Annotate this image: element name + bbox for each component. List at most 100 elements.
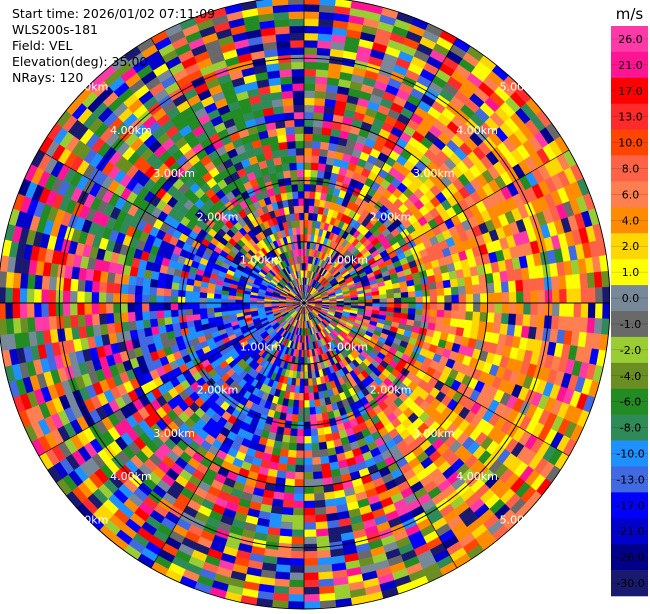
velocity-gate [317, 162, 327, 172]
velocity-gate [530, 302, 539, 316]
velocity-gate [303, 190, 311, 199]
velocity-gate [303, 11, 320, 20]
velocity-gate [113, 282, 122, 294]
velocity-gate [303, 61, 317, 70]
velocity-gate [12, 302, 21, 319]
velocity-gate [33, 288, 42, 304]
velocity-gate [297, 407, 305, 416]
velocity-gate [463, 319, 473, 330]
velocity-gate [172, 322, 181, 331]
velocity-gate [163, 295, 171, 304]
velocity-gate [415, 290, 424, 298]
velocity-gate [429, 295, 438, 304]
velocity-gate [312, 126, 323, 135]
velocity-gate [5, 271, 15, 288]
velocity-gate [289, 428, 298, 437]
velocity-gate [303, 522, 317, 531]
velocity-gate [444, 302, 452, 311]
velocity-gate [303, 162, 312, 170]
velocity-gate [206, 302, 215, 309]
velocity-gate [365, 299, 373, 304]
velocity-gate [303, 457, 313, 466]
velocity-gate [5, 302, 13, 319]
velocity-gate [372, 302, 381, 308]
velocity-gate [170, 302, 179, 311]
velocity-gate [280, 76, 293, 85]
velocity-gate [91, 280, 100, 293]
velocity-gate [303, 126, 314, 135]
velocity-gate [184, 308, 193, 316]
velocity-gate [294, 464, 305, 473]
velocity-gate [127, 302, 136, 313]
velocity-gate [494, 302, 503, 314]
velocity-gate [429, 309, 438, 318]
velocity-gate [318, 585, 335, 595]
velocity-gate [317, 33, 333, 42]
velocity-gate [523, 290, 532, 304]
velocity-gate [288, 594, 305, 602]
velocity-gate [316, 535, 330, 545]
velocity-gate [320, 141, 330, 151]
velocity-gate [414, 284, 423, 292]
velocity-gate [429, 288, 438, 297]
velocity-gate [472, 311, 481, 322]
velocity-gate [213, 298, 222, 304]
velocity-gate [311, 449, 321, 458]
velocity-gate [293, 486, 305, 495]
velocity-gate [303, 198, 310, 206]
velocity-gate [516, 302, 524, 315]
velocity-gate [379, 302, 388, 308]
velocity-gate [314, 83, 328, 92]
velocity-gate [298, 392, 305, 401]
velocity-gate [480, 302, 488, 313]
velocity-gate [163, 280, 173, 290]
velocity-gate [550, 276, 560, 291]
velocity-gate [500, 281, 510, 293]
velocity-gate [307, 378, 313, 387]
velocity-gate [289, 213, 296, 222]
velocity-gate [120, 293, 128, 304]
velocity-gate [415, 302, 424, 310]
velocity-gate [537, 290, 546, 304]
velocity-gate [428, 316, 437, 325]
velocity-gate [303, 47, 318, 56]
velocity-gate [277, 134, 288, 144]
velocity-gate [312, 464, 322, 473]
velocity-gate [449, 278, 459, 288]
velocity-gate [595, 287, 603, 304]
velocity-gate [286, 191, 294, 200]
velocity-gate [48, 289, 57, 304]
velocity-gate [274, 25, 291, 35]
velocity-gate [276, 40, 291, 49]
velocity-gate [19, 302, 28, 319]
velocity-gate [192, 308, 201, 315]
velocity-gate [227, 298, 236, 304]
velocity-gate [293, 493, 305, 502]
velocity-gate [70, 278, 79, 292]
velocity-gate [407, 285, 416, 293]
velocity-gate [309, 406, 316, 415]
velocity-gate [311, 155, 320, 164]
velocity-gate [142, 319, 152, 329]
velocity-gate [486, 282, 495, 294]
velocity-gate [287, 198, 295, 207]
velocity-gate [315, 69, 329, 78]
velocity-gate [163, 316, 173, 326]
velocity-gate [372, 294, 380, 300]
velocity-gate [184, 290, 193, 298]
velocity-gate [213, 307, 222, 313]
velocity-gate [288, 205, 295, 215]
velocity-gate [317, 25, 334, 35]
velocity-gate [314, 97, 326, 107]
velocity-gate [163, 309, 172, 318]
velocity-gate [357, 296, 366, 301]
velocity-gate [242, 302, 250, 307]
velocity-gate [292, 507, 305, 516]
velocity-gate [315, 521, 328, 530]
velocity-gate [296, 234, 301, 242]
velocity-gate [287, 449, 297, 458]
velocity-gate [303, 565, 319, 574]
velocity-gate [279, 448, 289, 458]
velocity-gate [98, 302, 107, 314]
velocity-gate [308, 392, 315, 401]
